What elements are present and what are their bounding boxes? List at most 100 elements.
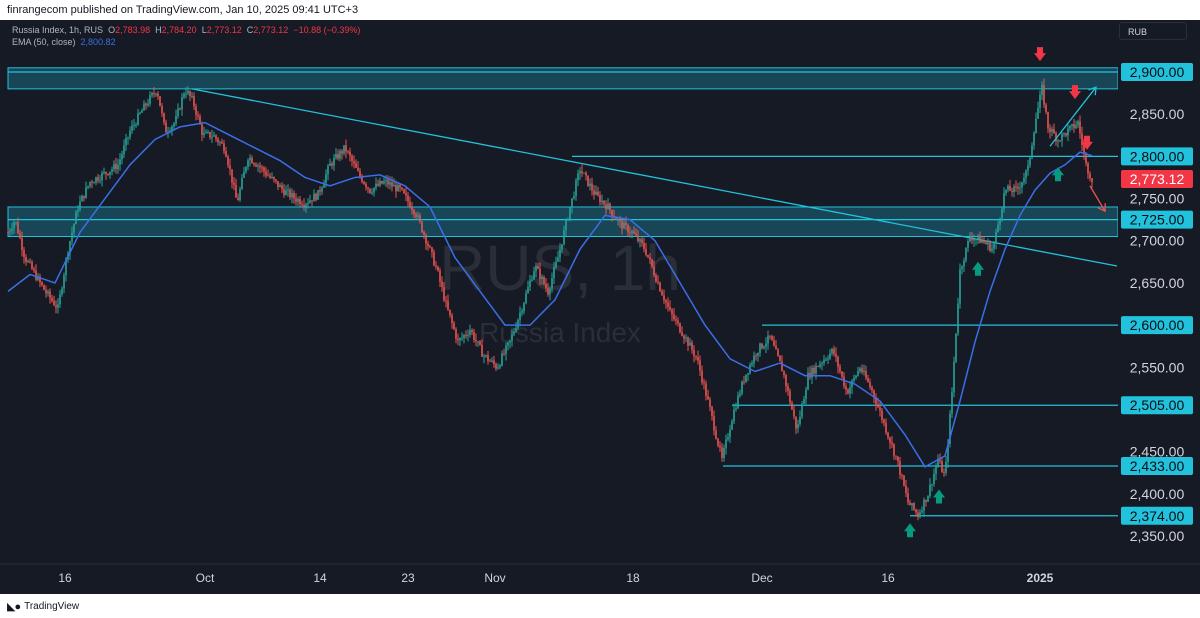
candle-body	[365, 183, 367, 188]
candle-body	[697, 357, 699, 361]
candle-body	[71, 232, 73, 242]
time-tick-label: 16	[881, 571, 895, 585]
candle-body	[453, 322, 455, 330]
price-tick-label: 2,450.00	[1130, 444, 1185, 460]
candle-body	[315, 193, 317, 200]
price-chart[interactable]: RUS, 1h Russia Index 2,900.002,850.002,8…	[0, 20, 1200, 594]
candle-body	[243, 171, 245, 178]
candle-body	[929, 484, 931, 496]
chart-panel[interactable]: RUS, 1h Russia Index 2,900.00 2,850.00 2,8…	[0, 20, 1200, 594]
candle-body	[997, 224, 999, 232]
tradingview-logo[interactable]: ◣● TradingView	[7, 600, 79, 613]
candle-body	[107, 173, 109, 175]
candle-body	[737, 395, 739, 409]
candle-body	[807, 372, 809, 390]
candle-body	[673, 314, 675, 320]
candle-body	[591, 183, 593, 191]
candle-body	[633, 231, 635, 234]
candle-body	[435, 265, 437, 267]
candle-body	[609, 203, 611, 211]
currency-button[interactable]: RUB	[1119, 22, 1187, 40]
candle-body	[661, 291, 663, 296]
candle-body	[975, 238, 977, 240]
descending-trendline	[191, 88, 1118, 267]
candle-body	[753, 355, 755, 364]
level-price-label: 2,800.00	[1130, 148, 1185, 164]
candle-body	[451, 315, 453, 323]
legend-high-value: 2,784.20	[161, 25, 197, 35]
candle-body	[93, 182, 95, 184]
signal-arrow-up-icon	[933, 489, 945, 504]
candle-body	[295, 198, 297, 202]
candle-body	[985, 242, 987, 245]
candle-body	[33, 269, 35, 271]
candle-body	[147, 103, 149, 106]
candle-body	[383, 181, 385, 184]
candle-body	[227, 156, 229, 166]
candle-body	[855, 375, 857, 378]
candle-body	[399, 184, 401, 188]
candle-body	[643, 243, 645, 249]
horizontal-levels[interactable]	[8, 71, 1118, 517]
candle-body	[173, 123, 175, 127]
candle-body	[281, 185, 283, 190]
candle-body	[387, 179, 389, 185]
candle-body	[219, 142, 221, 144]
candle-body	[123, 145, 125, 155]
level-price-tag	[1121, 506, 1193, 525]
price-axis[interactable]: 2,900.00 2,850.00 2,800.00 2,750.00 2,725.00…	[1118, 20, 1200, 594]
candle-body	[943, 472, 945, 474]
candle-body	[567, 219, 569, 221]
candle-body	[15, 222, 17, 224]
candle-body	[25, 257, 27, 262]
candle-body	[265, 171, 267, 176]
candle-body	[347, 151, 349, 153]
candle-body	[535, 265, 537, 272]
signal-arrows[interactable]	[904, 47, 1093, 538]
level-price-tag	[1121, 210, 1193, 229]
candle-body	[1087, 163, 1089, 174]
candle-body	[589, 183, 591, 186]
candle-body	[957, 303, 959, 334]
candle-body	[359, 170, 361, 177]
projection-arrows[interactable]	[1049, 86, 1106, 213]
candle-body	[1021, 182, 1023, 188]
candle-body	[639, 239, 641, 242]
price-tick-label: 2,650.00	[1130, 275, 1185, 291]
candle-body	[579, 171, 581, 174]
legend-high-label: H	[155, 25, 162, 35]
candle-body	[135, 124, 137, 126]
candle-body	[621, 221, 623, 229]
candle-body	[845, 386, 847, 390]
candle-body	[367, 187, 369, 189]
candle-body	[1091, 178, 1093, 183]
candle-body	[145, 103, 147, 106]
candle-body	[461, 337, 463, 339]
candle-body	[233, 182, 235, 185]
candle-body	[245, 166, 247, 172]
candle-body	[21, 238, 23, 251]
trendlines[interactable]	[191, 88, 1118, 267]
candle-body	[709, 399, 711, 407]
candle-body	[987, 242, 989, 245]
legend-ema-label: EMA (50, close)	[12, 37, 76, 47]
candle-body	[619, 219, 621, 222]
candle-body	[551, 278, 553, 289]
candle-body	[251, 157, 253, 164]
candle-body	[563, 230, 565, 245]
legend-low-value: 2,773.12	[206, 25, 242, 35]
candle-body	[73, 224, 75, 233]
candle-body	[617, 219, 619, 221]
time-axis[interactable]: 16 Oct 14 23 Nov 18 Dec 16 2025	[0, 563, 1200, 585]
candle-body	[119, 159, 121, 165]
candle-body	[515, 327, 517, 332]
candle-body	[655, 275, 657, 282]
candle-body	[487, 355, 489, 361]
candle-body	[951, 392, 953, 414]
candle-body	[337, 154, 339, 159]
candle-body	[55, 305, 57, 308]
candle-body	[879, 407, 881, 411]
candle-body	[91, 181, 93, 183]
candle-body	[999, 218, 1001, 225]
candle-body	[293, 193, 295, 199]
